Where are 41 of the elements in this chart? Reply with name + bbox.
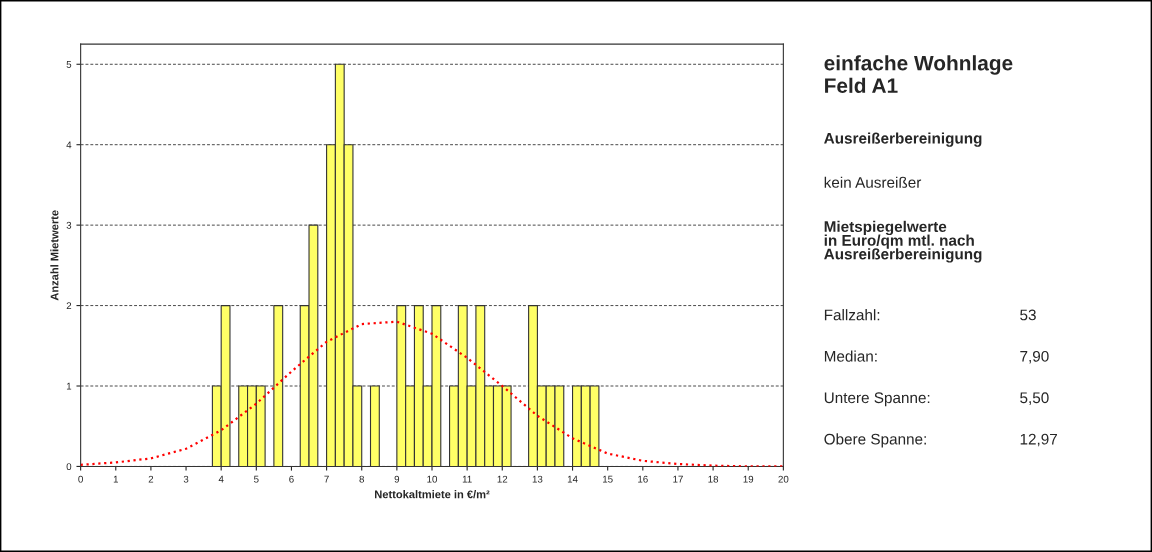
y-axis-title: Anzahl Mietwerte [50, 210, 59, 301]
x-tick-label: 12 [497, 475, 508, 483]
x-tick-label: 13 [532, 475, 543, 483]
x-tick-label: 18 [708, 475, 719, 483]
x-axis-title: Nettokaltmiete in €/m² [375, 490, 490, 499]
x-tick-label: 11 [462, 475, 472, 483]
x-tick-label: 10 [427, 475, 438, 483]
x-tick-label: 7 [324, 475, 329, 483]
x-tick-label: 17 [673, 475, 683, 483]
text: einfache Wohnlage Feld A1 [824, 55, 1013, 94]
x-tick-label: 14 [567, 475, 578, 483]
x-tick-label: 0 [78, 475, 83, 483]
x-tick-label: 3 [183, 475, 189, 483]
text: kein Ausreißer [824, 176, 922, 188]
text: 7,90 [1020, 350, 1049, 364]
y-tick-label: 1 [66, 382, 72, 390]
x-tick-label: 4 [218, 475, 224, 483]
text: Fallzahl: [824, 309, 880, 321]
x-tick-label: 20 [778, 475, 789, 483]
text: Mietspiegelwerte in Euro/qm mtl. nach Ausreißerbereinigung [824, 220, 982, 263]
x-tick-label: 1 [113, 475, 119, 483]
text: Median: [824, 350, 877, 362]
x-tick-label: 5 [254, 475, 259, 483]
text: Obere Spanne: [824, 433, 926, 448]
text: 5,50 [1020, 392, 1049, 405]
x-tick-label: 16 [638, 475, 648, 483]
text: Ausreißerbereinigung [824, 132, 982, 147]
x-tick-label: 9 [394, 475, 400, 483]
y-tick-label: 2 [66, 302, 72, 310]
x-tick-label: 8 [359, 475, 365, 483]
text: 12,97 [1020, 433, 1057, 447]
x-tick-label: 19 [743, 475, 754, 483]
y-tick-label: 3 [66, 221, 72, 229]
y-tick-label: 4 [66, 141, 72, 149]
y-tick-label: 5 [66, 61, 72, 68]
text: Untere Spanne: [824, 392, 930, 407]
x-tick-label: 6 [289, 475, 294, 483]
text: 53 [1020, 309, 1036, 321]
y-tick-label: 0 [66, 463, 72, 471]
x-tick-label: 15 [603, 475, 613, 483]
x-tick-label: 2 [148, 475, 154, 483]
